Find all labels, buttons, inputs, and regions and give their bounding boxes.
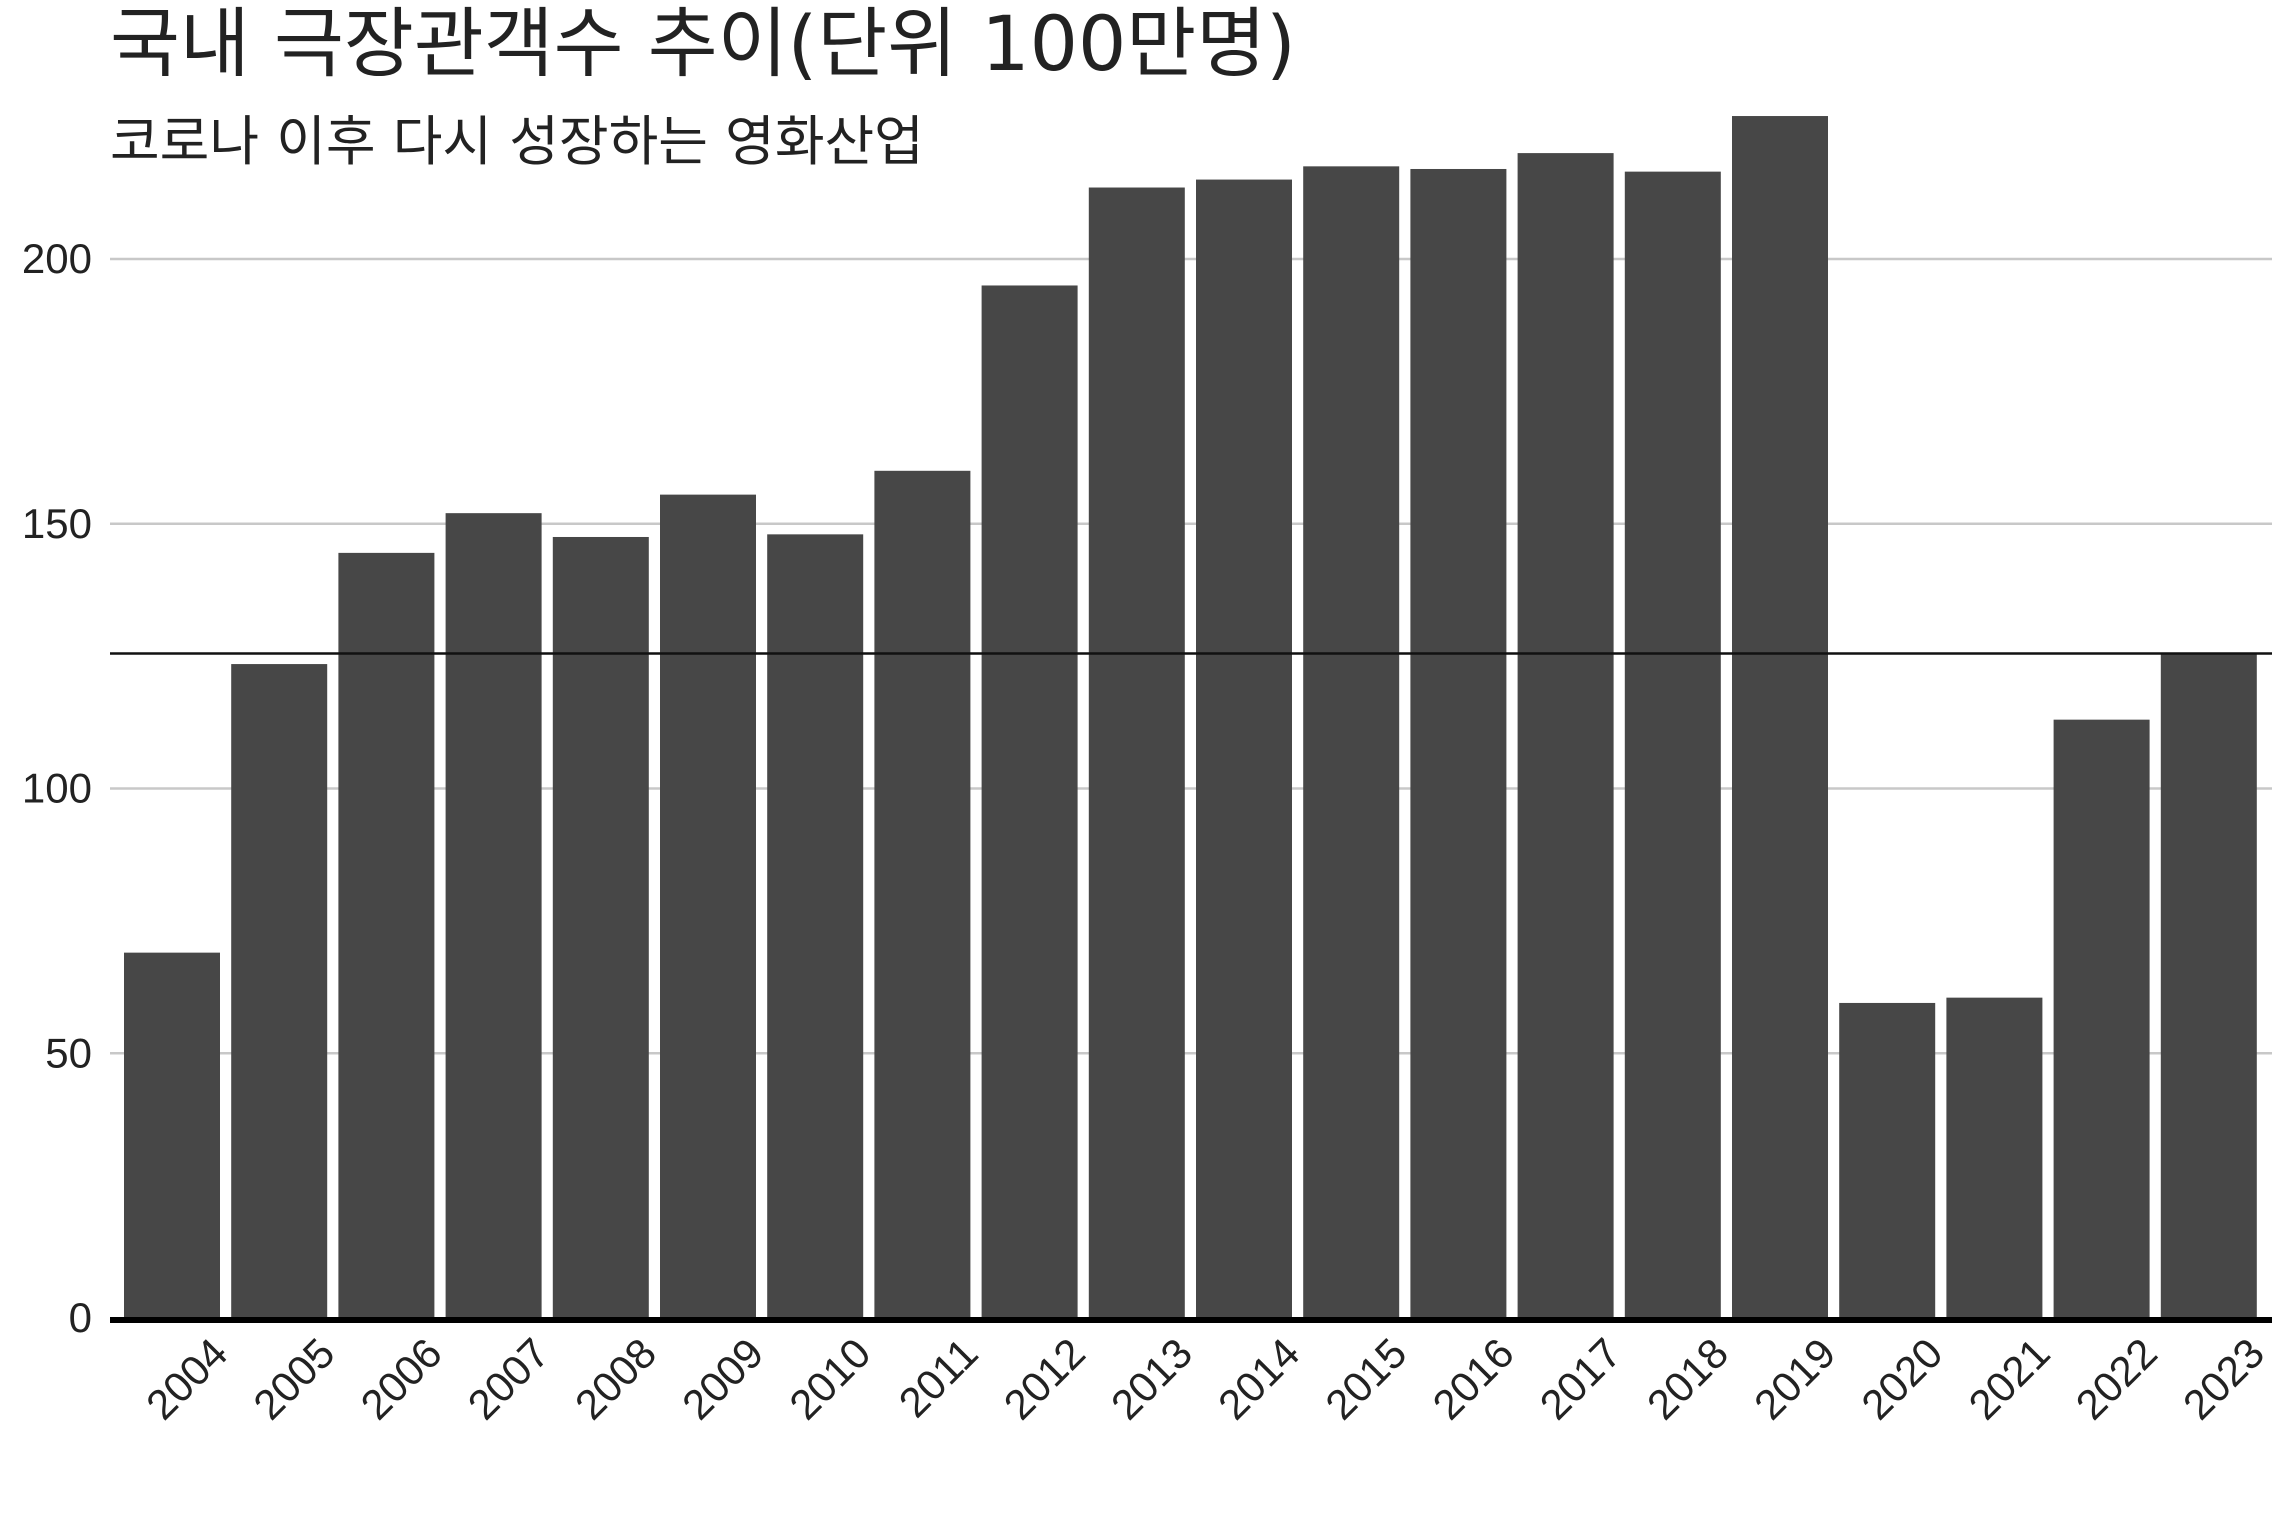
x-tick-label: 2004	[137, 1329, 236, 1428]
bar-2011	[874, 470, 971, 1318]
x-tick-label: 2011	[890, 1329, 987, 1426]
bar-2009	[660, 494, 756, 1318]
x-tick-label: 2007	[459, 1329, 558, 1428]
bar-2006	[338, 552, 435, 1318]
x-tick-label: 2019	[1745, 1329, 1844, 1428]
x-tick-label: 2023	[2174, 1329, 2273, 1428]
bar-2015	[1303, 166, 1400, 1318]
x-tick-label: 2010	[780, 1329, 879, 1428]
x-tick-label: 2021	[1959, 1329, 2058, 1428]
x-tick-label: 2013	[1102, 1329, 1201, 1428]
chart-subtitle: 코로나 이후 다시 성장하는 영화산업	[110, 110, 924, 173]
bar-2012	[981, 285, 1078, 1319]
bar-2023	[2160, 653, 2257, 1318]
bar-2017	[1517, 153, 1614, 1319]
chart-title: 국내 극장관객수 추이(단위 100만명)	[110, 0, 1296, 88]
y-tick-label: 150	[22, 500, 92, 547]
x-tick-label: 2012	[995, 1329, 1094, 1428]
bar-2022	[2053, 719, 2150, 1318]
bars	[124, 116, 2257, 1319]
y-tick-label: 0	[69, 1294, 92, 1341]
bar-2021	[1946, 997, 2043, 1318]
bar-2018	[1624, 171, 1721, 1318]
x-tick-label: 2016	[1423, 1329, 1522, 1428]
x-tick-label: 2005	[244, 1329, 343, 1428]
y-tick-label: 50	[45, 1029, 92, 1076]
x-tick-label: 2018	[1638, 1329, 1737, 1428]
x-tick-label: 2017	[1531, 1329, 1630, 1428]
bar-2010	[767, 534, 864, 1318]
bar-2016	[1410, 168, 1507, 1319]
y-tick-label: 200	[22, 235, 92, 282]
x-tick-label: 2014	[1209, 1329, 1308, 1428]
bar-2008	[552, 536, 649, 1318]
x-tick-label: 2020	[1852, 1329, 1951, 1428]
bar-2019	[1732, 116, 1828, 1318]
bar-2007	[445, 513, 542, 1318]
y-tick-label: 100	[22, 765, 92, 812]
bar-2020	[1839, 1002, 1936, 1318]
x-tick-label: 2008	[566, 1329, 665, 1428]
bar-2005	[231, 664, 328, 1318]
bar-2004	[124, 952, 220, 1318]
x-tick-label: 2006	[351, 1329, 450, 1428]
bar-2013	[1088, 187, 1185, 1319]
x-tick-label: 2022	[2067, 1329, 2166, 1428]
x-tick-label: 2015	[1316, 1329, 1415, 1428]
x-tick-label: 2009	[673, 1329, 772, 1428]
bar-2014	[1196, 179, 1292, 1319]
